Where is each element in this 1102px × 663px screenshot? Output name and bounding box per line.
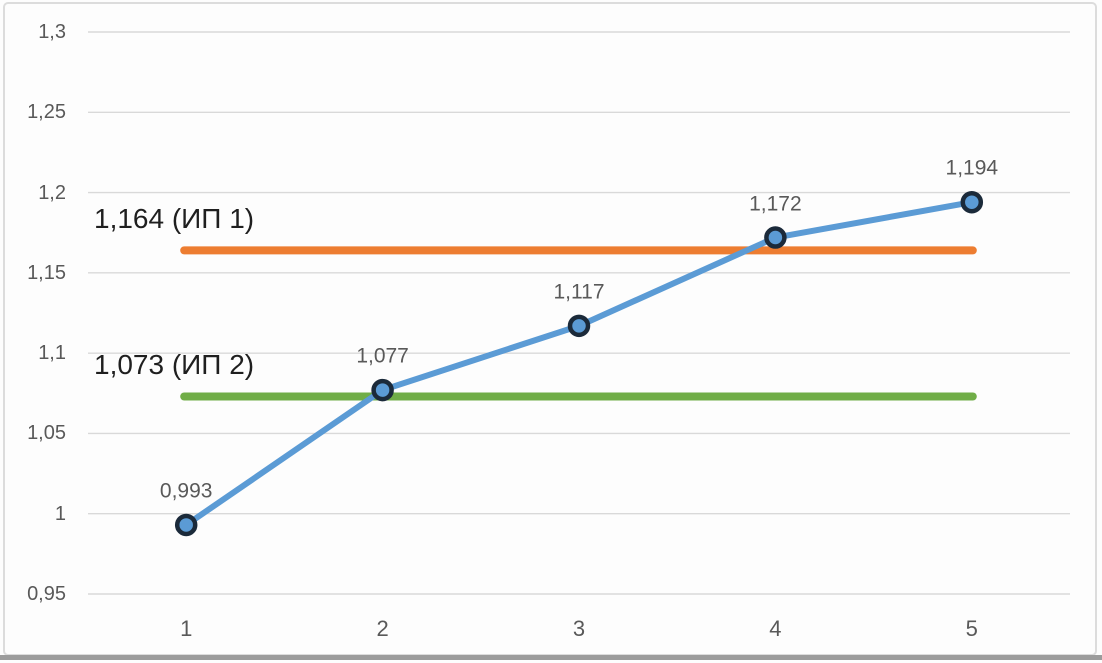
y-tick-label: 1,25 [27, 101, 66, 124]
x-tick-label: 3 [572, 616, 586, 641]
y-tick-label: 1,3 [38, 21, 66, 43]
data-point-label: 1,172 [749, 192, 802, 216]
y-tick-label: 1 [54, 502, 66, 525]
y-tick-label: 0,95 [27, 583, 66, 605]
y-tick-label: 1,2 [38, 181, 66, 204]
x-tick-label: 2 [376, 616, 389, 641]
ref-line-label-ip2: 1,073 (ИП 2) [94, 349, 255, 381]
data-point-marker [371, 378, 394, 402]
data-point-label: 1,117 [553, 280, 605, 304]
x-tick-label: 4 [769, 616, 782, 641]
ref-line-label-ip1: 1,164 (ИП 1) [94, 203, 255, 235]
data-point-marker [960, 190, 984, 214]
data-point-label: 0,993 [159, 479, 213, 503]
data-point-marker [764, 226, 787, 249]
data-point-marker [567, 314, 591, 338]
x-tick-label: 5 [965, 616, 978, 641]
data-point-marker [174, 513, 198, 537]
bottom-bar [0, 655, 1102, 660]
data-point-label: 1,077 [356, 344, 409, 368]
y-tick-label: 1,15 [27, 261, 66, 284]
x-tick-label: 1 [180, 616, 193, 641]
y-tick-label: 1,1 [38, 342, 66, 365]
y-tick-label: 1,05 [27, 422, 66, 445]
data-point-label: 1,194 [945, 156, 999, 180]
